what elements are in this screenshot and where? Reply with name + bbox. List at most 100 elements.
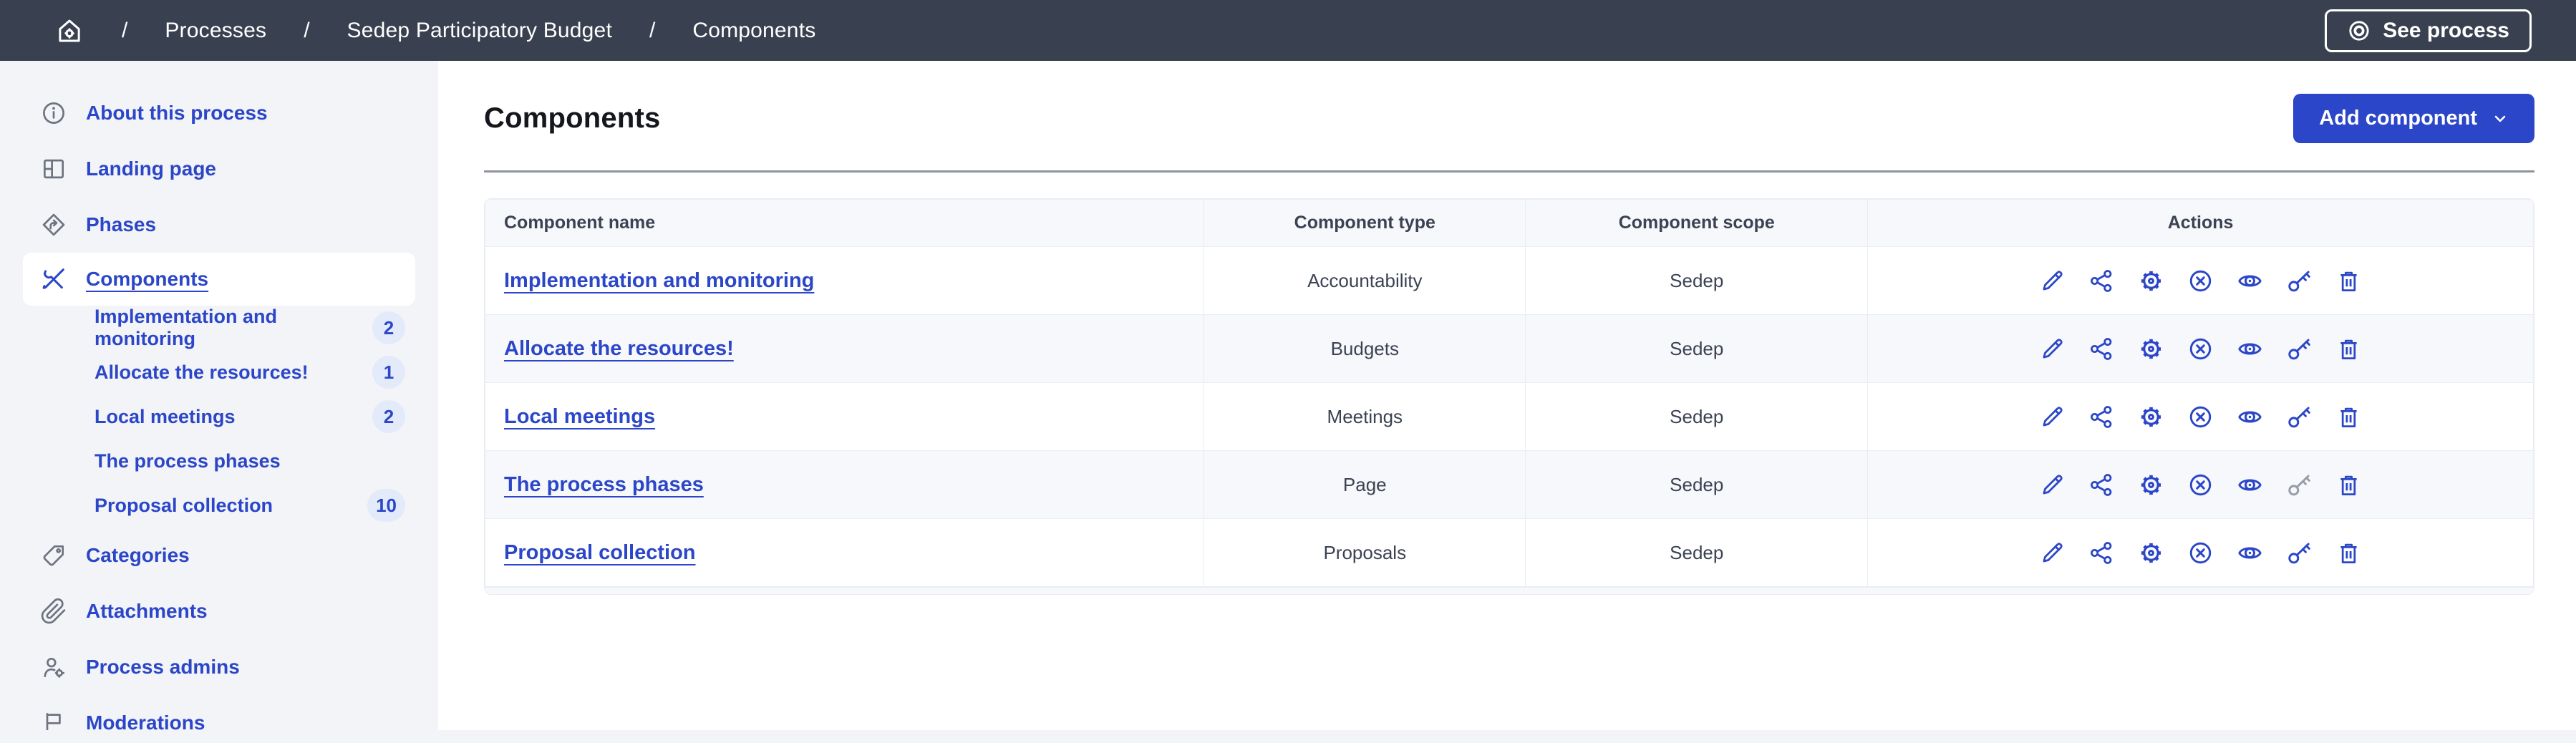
share-button[interactable] bbox=[2088, 472, 2115, 498]
submenu-item-link[interactable]: Allocate the resources! bbox=[95, 361, 309, 383]
layout-icon bbox=[40, 155, 67, 183]
tools-icon bbox=[40, 266, 67, 293]
component-name-link[interactable]: Implementation and monitoring bbox=[504, 268, 815, 292]
permissions-button[interactable] bbox=[2286, 336, 2313, 362]
share-button[interactable] bbox=[2088, 404, 2115, 430]
submenu-item-link[interactable]: The process phases bbox=[95, 450, 281, 472]
edit-button[interactable] bbox=[2039, 472, 2066, 498]
edit-button[interactable] bbox=[2039, 268, 2066, 294]
breadcrumb-separator: / bbox=[649, 18, 656, 42]
trash-icon bbox=[2340, 407, 2357, 427]
submenu-count-badge: 10 bbox=[367, 489, 405, 522]
component-name-link[interactable]: Local meetings bbox=[504, 404, 656, 428]
sidebar-item-categories[interactable]: Categories bbox=[0, 528, 438, 583]
add-component-label: Add component bbox=[2319, 107, 2477, 130]
component-name-link[interactable]: Allocate the resources! bbox=[504, 336, 734, 360]
unpublish-button[interactable] bbox=[2187, 268, 2214, 294]
component-name-link[interactable]: The process phases bbox=[504, 472, 704, 496]
add-component-button[interactable]: Add component bbox=[2293, 94, 2534, 143]
configure-button[interactable] bbox=[2138, 540, 2164, 566]
row-actions bbox=[1868, 336, 2533, 362]
edit-button[interactable] bbox=[2039, 540, 2066, 566]
share-icon bbox=[2091, 473, 2112, 496]
delete-button[interactable] bbox=[2335, 268, 2362, 294]
preview-button[interactable] bbox=[2237, 404, 2263, 430]
breadcrumb-components[interactable]: Components bbox=[692, 18, 816, 42]
unpublish-button[interactable] bbox=[2187, 472, 2214, 498]
component-scope-cell: Sedep bbox=[1525, 314, 1869, 383]
edit-button[interactable] bbox=[2039, 404, 2066, 430]
sidebar-item-attachments[interactable]: Attachments bbox=[0, 583, 438, 639]
gear-icon bbox=[2141, 543, 2161, 563]
key-icon bbox=[2288, 339, 2310, 359]
breadcrumb-processes[interactable]: Processes bbox=[165, 18, 267, 42]
permissions-button[interactable] bbox=[2286, 540, 2313, 566]
unpublish-button[interactable] bbox=[2187, 336, 2214, 362]
component-type-cell: Accountability bbox=[1204, 246, 1526, 315]
sidebar-item-phases[interactable]: Phases bbox=[0, 197, 438, 253]
permissions-button[interactable] bbox=[2286, 268, 2313, 294]
unpublish-button[interactable] bbox=[2187, 540, 2214, 566]
component-type-cell: Page bbox=[1204, 450, 1526, 519]
submenu-count-badge: 2 bbox=[372, 311, 405, 344]
share-button[interactable] bbox=[2088, 540, 2115, 566]
eye-icon bbox=[2238, 274, 2262, 287]
bottom-strip bbox=[0, 730, 2576, 743]
sidebar-item-label: About this process bbox=[86, 102, 268, 124]
delete-button[interactable] bbox=[2335, 404, 2362, 430]
row-actions bbox=[1868, 268, 2533, 294]
pencil-icon bbox=[2043, 474, 2063, 494]
flag-icon bbox=[40, 709, 67, 737]
row-actions bbox=[1868, 472, 2533, 498]
gear-icon bbox=[2141, 271, 2161, 291]
delete-button[interactable] bbox=[2335, 472, 2362, 498]
breadcrumb: / Processes / Sedep Participatory Budget… bbox=[54, 16, 815, 46]
configure-button[interactable] bbox=[2138, 404, 2164, 430]
unpublish-icon bbox=[2189, 542, 2212, 563]
component-scope-cell: Sedep bbox=[1525, 382, 1869, 451]
unpublish-icon bbox=[2189, 406, 2212, 427]
sidebar-item-label: Components bbox=[86, 268, 209, 290]
delete-button[interactable] bbox=[2335, 336, 2362, 362]
gear-icon bbox=[2141, 339, 2161, 359]
sidebar-item-landing-page[interactable]: Landing page bbox=[0, 141, 438, 197]
delete-button[interactable] bbox=[2335, 540, 2362, 566]
sidebar-item-moderations[interactable]: Moderations bbox=[0, 695, 438, 743]
trash-icon bbox=[2340, 271, 2357, 291]
submenu-item-link[interactable]: Proposal collection bbox=[95, 494, 273, 516]
component-type-cell: Meetings bbox=[1204, 382, 1526, 451]
edit-button[interactable] bbox=[2039, 336, 2066, 362]
share-icon bbox=[2091, 269, 2112, 292]
sidebar-item-about[interactable]: About this process bbox=[0, 85, 438, 141]
home-icon bbox=[54, 16, 84, 46]
preview-button[interactable] bbox=[2237, 540, 2263, 566]
see-process-button[interactable]: See process bbox=[2325, 9, 2532, 52]
home-link[interactable] bbox=[54, 16, 84, 46]
breadcrumb-process-name[interactable]: Sedep Participatory Budget bbox=[347, 18, 612, 42]
sidebar-item-components[interactable]: Components bbox=[23, 253, 415, 306]
permissions-button[interactable] bbox=[2286, 404, 2313, 430]
submenu-item-link[interactable]: Implementation and monitoring bbox=[95, 306, 278, 349]
sidebar-item-process-admins[interactable]: Process admins bbox=[0, 639, 438, 695]
component-type-cell: Proposals bbox=[1204, 518, 1526, 587]
configure-button[interactable] bbox=[2138, 268, 2164, 294]
sidebar-item-label: Phases bbox=[86, 213, 157, 235]
component-name-link[interactable]: Proposal collection bbox=[504, 540, 696, 564]
share-button[interactable] bbox=[2088, 336, 2115, 362]
key-icon bbox=[2288, 407, 2310, 427]
permissions-button bbox=[2286, 472, 2313, 498]
pencil-icon bbox=[2043, 542, 2063, 562]
pencil-icon bbox=[2043, 406, 2063, 426]
row-actions bbox=[1868, 404, 2533, 430]
configure-button[interactable] bbox=[2138, 472, 2164, 498]
submenu-item-link[interactable]: Local meetings bbox=[95, 405, 236, 427]
configure-button[interactable] bbox=[2138, 336, 2164, 362]
share-button[interactable] bbox=[2088, 268, 2115, 294]
trash-icon bbox=[2340, 339, 2357, 359]
preview-button[interactable] bbox=[2237, 336, 2263, 362]
unpublish-button[interactable] bbox=[2187, 404, 2214, 430]
table-row: The process phases Page Sedep bbox=[485, 450, 2534, 519]
preview-button[interactable] bbox=[2237, 472, 2263, 498]
preview-button[interactable] bbox=[2237, 268, 2263, 294]
component-type-cell: Budgets bbox=[1204, 314, 1526, 383]
